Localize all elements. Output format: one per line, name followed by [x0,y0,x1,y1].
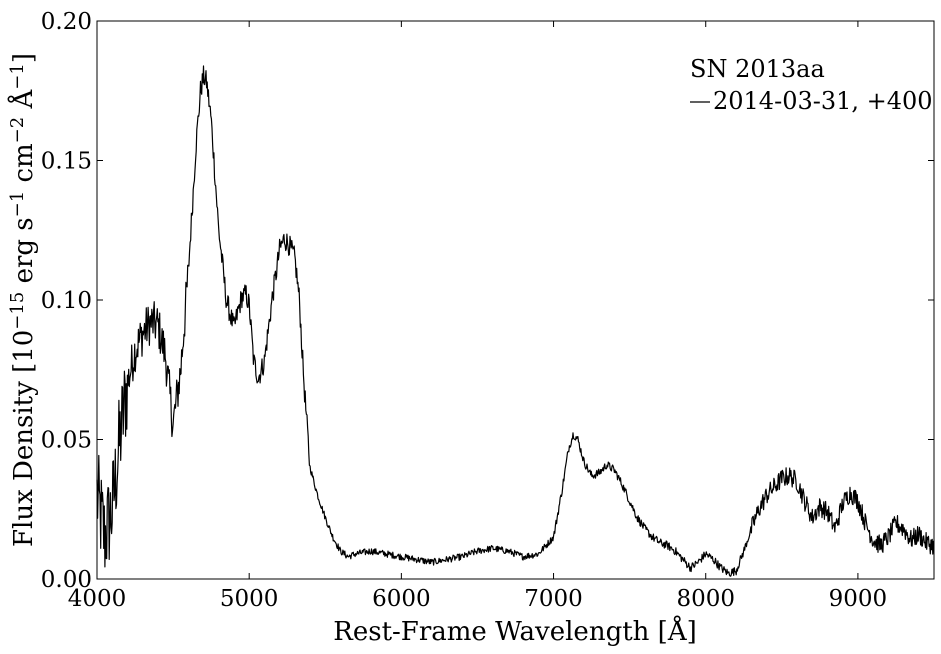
y-tick-label: 0.05 [41,428,92,454]
x-tick-label: 7000 [524,586,583,612]
x-axis-ticks: 4000 5000 6000 7000 8000 9000 [68,21,887,612]
y-label-exp1: −15 [7,292,28,330]
y-tick-label: 0.20 [41,9,92,35]
x-tick-label: 4000 [68,586,127,612]
legend-series-label: 2014-03-31, +400 [713,87,933,115]
y-tick-label: 0.15 [41,149,92,175]
legend: SN 2013aa 2014-03-31, +400 [690,55,933,115]
x-tick-label: 6000 [372,586,431,612]
y-label-exp4: −1 [7,63,28,90]
y-tick-label: 0.10 [41,288,92,314]
x-tick-label: 5000 [220,586,279,612]
y-label-end: Å [7,89,39,117]
x-axis-label: Rest-Frame Wavelength [Å] [333,615,696,647]
y-tick-label: 0.00 [41,567,92,593]
y-label-mid: erg s [9,217,39,291]
y-label-mid2: cm [9,143,39,190]
legend-title: SN 2013aa [690,55,825,83]
y-axis-ticks: 0.00 0.05 0.10 0.15 0.20 [41,9,934,593]
y-label-close: ] [9,53,39,63]
y-label-exp2: −1 [7,191,28,218]
spectrum-line-series [96,65,935,577]
x-tick-label: 8000 [676,586,735,612]
y-axis-label: Flux Density [10−15 erg s−1 cm−2 Å−1] [7,53,39,547]
y-label-base: Flux Density [10 [9,330,39,547]
y-label-exp3: −2 [7,117,28,144]
x-tick-label: 9000 [829,586,888,612]
